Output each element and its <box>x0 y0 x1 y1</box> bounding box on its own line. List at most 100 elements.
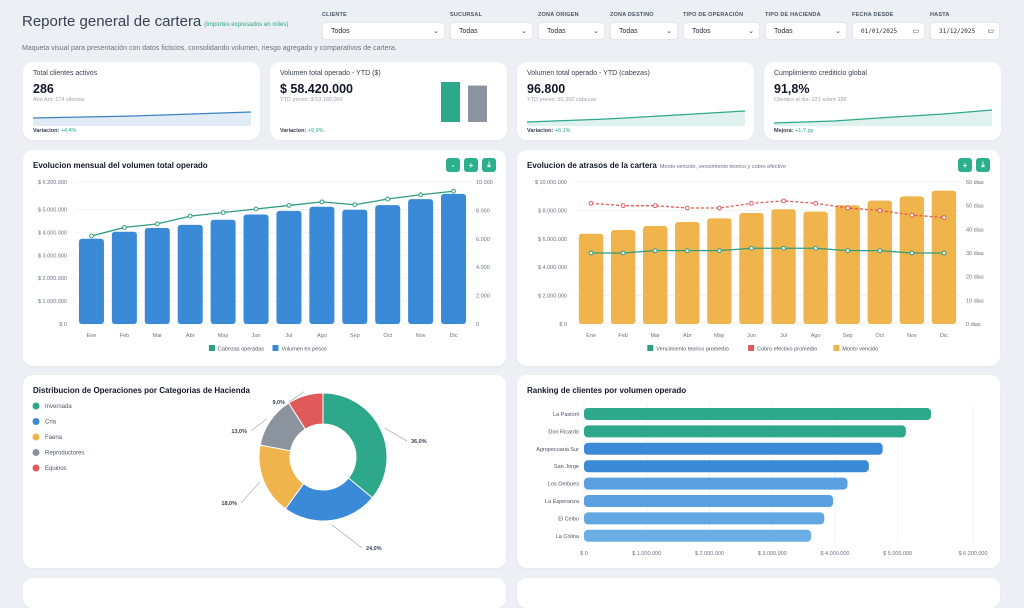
line-point[interactable] <box>813 245 819 251</box>
title-text: Reporte general de cartera <box>22 13 202 30</box>
ranking-bar[interactable] <box>584 425 906 438</box>
line-point[interactable] <box>652 248 658 254</box>
right-tick-label: 40 dias <box>966 227 984 233</box>
bar-ago[interactable] <box>803 211 828 324</box>
line-point[interactable] <box>749 245 754 251</box>
legend-label[interactable]: Vencimiento teorico promedio <box>656 347 728 353</box>
line-point[interactable] <box>941 250 947 256</box>
ranking-bar[interactable] <box>584 442 883 455</box>
bar-feb[interactable] <box>610 229 636 324</box>
legend-label[interactable]: Cobro efectivo promedio <box>757 347 817 353</box>
filter-select[interactable]: Todas ⌄ <box>538 22 605 40</box>
download-button[interactable]: ⤓ <box>976 158 990 172</box>
legend-label[interactable]: Reproductores <box>45 451 84 457</box>
bar-jul[interactable] <box>771 209 796 324</box>
filter-select[interactable]: Todas ⌄ <box>450 22 533 40</box>
filter-select[interactable]: Todas ⌄ <box>610 22 678 40</box>
line-point[interactable] <box>588 250 594 256</box>
legend-label[interactable]: Faena <box>45 435 63 441</box>
line-point[interactable] <box>588 200 594 206</box>
volume-chart-card: Evolucion mensual del volumen total oper… <box>23 150 506 366</box>
ranking-bar[interactable] <box>584 460 869 473</box>
line-point[interactable] <box>813 200 819 206</box>
legend-label[interactable]: Cria <box>45 420 57 426</box>
category-label: La Pastoril <box>553 412 579 418</box>
bar-dic[interactable] <box>441 193 467 324</box>
ranking-bar[interactable] <box>584 512 825 525</box>
ranking-bar[interactable] <box>584 408 931 420</box>
bar-ene[interactable] <box>78 238 104 324</box>
date-input[interactable]: 31/12/2025 ▭ <box>930 22 1000 40</box>
bar-may[interactable] <box>210 219 236 324</box>
line-point[interactable] <box>187 213 193 219</box>
bar-jun[interactable] <box>739 212 764 324</box>
line-point[interactable] <box>352 202 358 208</box>
line-point[interactable] <box>620 250 626 256</box>
bar-ene[interactable] <box>578 233 604 324</box>
filter-select[interactable]: Todas ⌄ <box>765 22 847 40</box>
filter-select[interactable]: Todos ⌄ <box>322 22 445 40</box>
bar-feb[interactable] <box>111 231 137 324</box>
legend-label[interactable]: Invernada <box>45 404 72 410</box>
line-point[interactable] <box>253 206 259 212</box>
bar-abr[interactable] <box>675 222 700 324</box>
line-point[interactable] <box>684 248 690 254</box>
line-point[interactable] <box>684 205 690 211</box>
line-point[interactable] <box>909 212 915 218</box>
line-point[interactable] <box>286 203 292 208</box>
date-input[interactable]: 01/01/2025 ▭ <box>852 22 925 40</box>
zoom-out-button[interactable]: - <box>446 158 460 172</box>
bar-oct[interactable] <box>375 205 401 324</box>
bar-mar[interactable] <box>643 226 668 324</box>
line-point[interactable] <box>620 203 626 209</box>
line-point[interactable] <box>451 188 456 194</box>
line-point[interactable] <box>418 192 424 198</box>
line-point[interactable] <box>941 215 947 220</box>
legend-label[interactable]: Cabezas operadas <box>218 347 264 353</box>
legend-label[interactable]: Volumen en pesos <box>282 347 328 353</box>
zoom-in-button[interactable]: + <box>464 158 478 172</box>
donut-slice-equinos[interactable] <box>288 392 324 430</box>
ranking-bar[interactable] <box>584 495 834 507</box>
line-point[interactable] <box>121 225 127 230</box>
line-point[interactable] <box>716 248 722 254</box>
bar-sep[interactable] <box>835 205 860 324</box>
bar-nov[interactable] <box>408 199 434 324</box>
line-point[interactable] <box>385 196 391 202</box>
line-point[interactable] <box>845 205 851 211</box>
donut-slice-invernada[interactable] <box>322 392 388 499</box>
line-point[interactable] <box>652 203 658 209</box>
legend-label[interactable]: Equinos <box>45 466 67 472</box>
kpi-subtext: YTD previo: 91.250 cabezas <box>527 97 597 103</box>
line-point[interactable] <box>749 200 754 206</box>
x-tick-label: $ 5.000.000 <box>883 551 912 557</box>
line-point[interactable] <box>220 210 226 215</box>
filter-value: Todas <box>459 27 478 35</box>
bar-mar[interactable] <box>144 228 170 324</box>
line-point[interactable] <box>781 198 786 204</box>
ranking-bar[interactable] <box>584 529 812 542</box>
bar-may[interactable] <box>707 218 732 324</box>
line-point[interactable] <box>781 245 786 251</box>
line-point[interactable] <box>877 248 883 254</box>
line-point[interactable] <box>319 199 325 205</box>
bar-jun[interactable] <box>243 214 269 324</box>
bar-sep[interactable] <box>342 209 368 324</box>
ranking-bar[interactable] <box>584 477 848 490</box>
zoom-in-button[interactable]: + <box>958 158 972 172</box>
bar-ago[interactable] <box>309 206 335 324</box>
bar-nov[interactable] <box>899 196 925 324</box>
line-point[interactable] <box>909 250 915 256</box>
line-point[interactable] <box>89 233 94 239</box>
line-point[interactable] <box>877 208 883 213</box>
bar-dic[interactable] <box>931 190 957 324</box>
line-point[interactable] <box>845 248 851 254</box>
bar-jul[interactable] <box>276 210 302 324</box>
bar-oct[interactable] <box>867 200 892 324</box>
legend-label[interactable]: Monto vencido <box>842 347 878 353</box>
download-button[interactable]: ⤓ <box>482 158 496 172</box>
bar-abr[interactable] <box>177 224 203 324</box>
filter-select[interactable]: Todos ⌄ <box>683 22 760 40</box>
line-point[interactable] <box>154 221 160 227</box>
line-point[interactable] <box>716 205 722 211</box>
